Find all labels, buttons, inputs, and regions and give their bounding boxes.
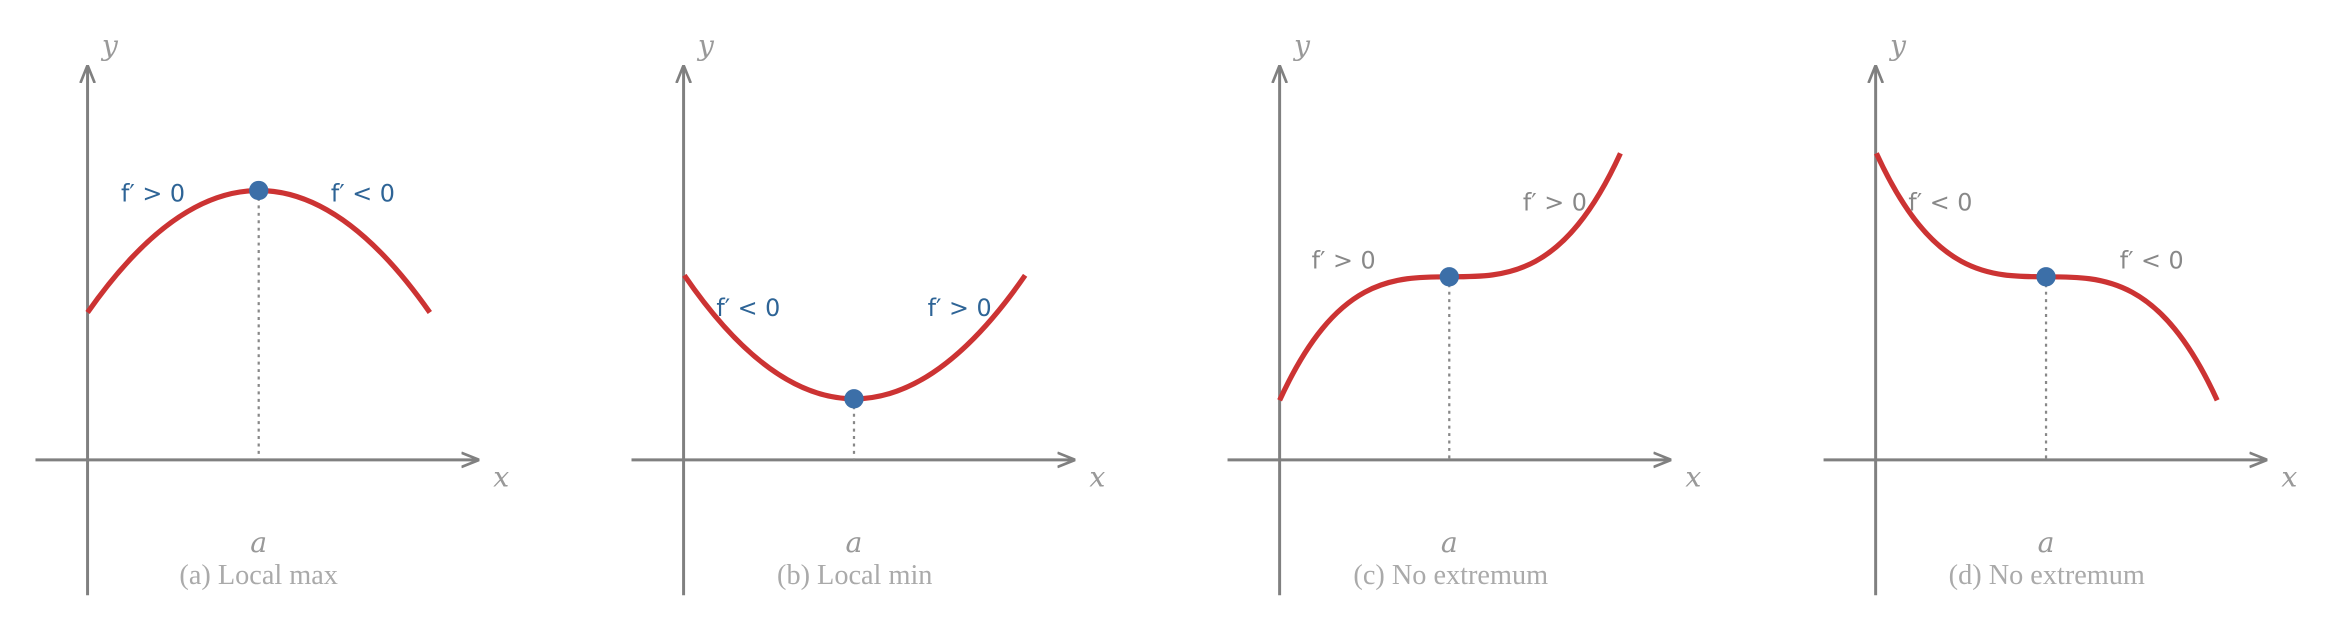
caption: (a) Local max	[179, 560, 338, 591]
caption: (c) No extremum	[1353, 560, 1548, 591]
y-axis-label: y	[100, 29, 119, 62]
point-label: a	[250, 526, 267, 559]
critical-point	[844, 389, 864, 409]
critical-point	[2036, 267, 2056, 287]
point-label: a	[846, 526, 863, 559]
sign-label: f′ < 0	[2120, 246, 2184, 274]
sign-label: f′ > 0	[1523, 188, 1587, 216]
point-label: a	[1441, 526, 1458, 559]
critical-point	[1439, 267, 1459, 287]
sign-label: f′ < 0	[331, 179, 395, 207]
point-label: a	[2038, 526, 2055, 559]
sign-label: f′ > 0	[121, 179, 185, 207]
sign-label: f′ > 0	[928, 294, 992, 322]
y-axis-label: y	[1292, 29, 1311, 62]
y-axis-label: y	[1888, 29, 1907, 62]
x-axis-label: x	[1089, 461, 1105, 494]
sign-label: f′ < 0	[1908, 188, 1972, 216]
x-axis-label: x	[2281, 461, 2297, 494]
x-axis-label: x	[1685, 461, 1701, 494]
y-axis-label: y	[696, 29, 715, 62]
critical-point	[249, 180, 269, 201]
caption: (d) No extremum	[1949, 560, 2145, 591]
caption: (b) Local min	[777, 560, 932, 591]
sign-label: f′ > 0	[1312, 246, 1376, 274]
sign-label: f′ < 0	[716, 294, 780, 322]
x-axis-label: x	[493, 461, 509, 494]
